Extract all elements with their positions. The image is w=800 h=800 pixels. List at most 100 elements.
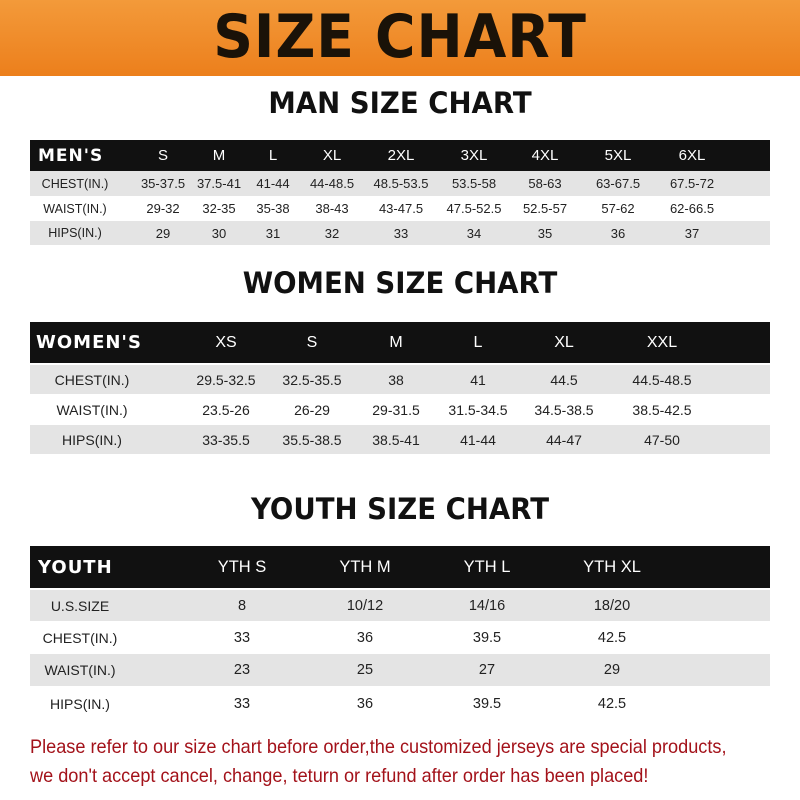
- table-cell: 63-67.5: [595, 176, 641, 191]
- table-row: CHEST(IN.) 35-37.5 37.5-41 41-44 44-48.5 48.5…: [30, 171, 770, 196]
- table-header-row: WOMEN'S XS S M L XL XXL: [30, 322, 770, 363]
- table-cell: 33: [233, 695, 251, 712]
- table-cell: 52.5-57: [522, 201, 568, 216]
- women-section-title: WOMEN SIZE CHART: [242, 266, 558, 300]
- table-row: HIPS(IN.) 33-35.5 35.5-38.5 38.5-41 41-44 44-…: [30, 425, 770, 454]
- table-cell: 39.5: [472, 695, 502, 712]
- table-cell: 44-48.5: [309, 176, 355, 191]
- table-cell: 35-37.5: [140, 176, 186, 191]
- table-row: HIPS(IN.) 33 36 39.5 42.5: [30, 688, 770, 719]
- size-header: 5XL: [604, 147, 632, 164]
- table-cell: 26-29: [294, 401, 330, 418]
- table-cell: 38.5-42.5: [632, 401, 692, 418]
- table-cell: 39.5: [472, 629, 502, 646]
- table-cell: 29.5-32.5: [196, 371, 256, 388]
- table-cell: 35-38: [256, 201, 290, 216]
- table-cell: 62-66.5: [669, 201, 715, 216]
- youth-section-title: YOUTH SIZE CHART: [250, 492, 550, 526]
- men-section-title: MAN SIZE CHART: [268, 86, 532, 120]
- size-header: XL: [322, 147, 342, 164]
- table-row: U.S.SIZE 8 10/12 14/16 18/20: [30, 590, 770, 621]
- table-cell: 53.5-58: [451, 176, 497, 191]
- youth-size-table: YOUTH YTH S YTH M YTH L YTH XL U.S.SIZE 8 10/12…: [30, 546, 770, 719]
- table-cell: 36: [610, 225, 626, 241]
- size-header: XS: [215, 333, 237, 351]
- table-cell: 35: [537, 225, 553, 241]
- table-cell: 42.5: [597, 695, 627, 712]
- table-row: WAIST(IN.) 23 25 27 29: [30, 654, 770, 686]
- table-header-row: YOUTH YTH S YTH M YTH L YTH XL: [30, 546, 770, 588]
- size-header: YTH L: [463, 557, 511, 576]
- order-notice-line-1: Please refer to our size chart before or…: [30, 736, 727, 758]
- size-header: 6XL: [678, 147, 706, 164]
- table-row: HIPS(IN.) 29 30 31 32 33 34 35 36 37: [30, 221, 770, 245]
- table-cell: 48.5-53.5: [373, 176, 429, 191]
- table-cell: 33: [393, 225, 409, 241]
- table-cell: 25: [356, 662, 374, 678]
- table-label: WOMEN'S: [36, 332, 142, 353]
- measurement-label: WAIST(IN.): [56, 401, 128, 418]
- table-cell: 23.5-26: [202, 401, 250, 418]
- size-header: 3XL: [460, 147, 488, 164]
- table-cell: 36: [356, 695, 374, 712]
- table-cell: 29-32: [146, 201, 180, 216]
- size-header: XXL: [646, 333, 678, 351]
- table-cell: 37: [684, 225, 700, 241]
- table-label: YOUTH: [38, 556, 113, 578]
- table-cell: 33: [233, 629, 251, 646]
- size-header: S: [157, 147, 169, 164]
- table-cell: 8: [237, 597, 247, 614]
- size-header: M: [212, 147, 226, 164]
- size-header: XL: [554, 333, 574, 351]
- table-cell: 67.5-72: [669, 176, 715, 191]
- table-cell: 34.5-38.5: [534, 401, 594, 418]
- table-cell: 29-31.5: [372, 401, 420, 418]
- table-cell: 38-43: [315, 201, 349, 216]
- table-cell: 41-44: [460, 431, 496, 448]
- table-cell: 14/16: [468, 597, 506, 614]
- table-cell: 44.5-48.5: [632, 371, 692, 388]
- order-notice-line-2: we don't accept cancel, change, teturn o…: [30, 765, 649, 787]
- men-size-table: MEN'S S M L XL 2XL 3XL 4XL 5XL 6XL CHEST(IN.) 35-37…: [30, 140, 770, 245]
- table-cell: 37.5-41: [196, 176, 242, 191]
- table-cell: 29: [155, 225, 171, 241]
- table-cell: 32.5-35.5: [282, 371, 342, 388]
- size-header: L: [268, 147, 278, 164]
- table-cell: 10/12: [346, 597, 384, 614]
- table-cell: 41-44: [256, 176, 290, 191]
- banner: SIZE CHART: [0, 0, 800, 76]
- size-header: L: [473, 333, 483, 351]
- table-cell: 31.5-34.5: [448, 401, 508, 418]
- size-header: 2XL: [387, 147, 415, 164]
- table-cell: 38: [388, 371, 404, 388]
- table-cell: 38.5-41: [372, 431, 420, 448]
- women-size-table: WOMEN'S XS S M L XL XXL CHEST(IN.) 29.5-32.5 32.5…: [30, 322, 770, 454]
- measurement-label: U.S.SIZE: [50, 597, 110, 614]
- size-header: YTH XL: [583, 557, 641, 576]
- table-cell: 41: [470, 371, 486, 388]
- order-notice: Please refer to our size chart before or…: [30, 733, 737, 791]
- table-row: CHEST(IN.) 29.5-32.5 32.5-35.5 38 41 44.5 44.5…: [30, 365, 770, 394]
- table-label: MEN'S: [38, 145, 104, 166]
- table-cell: 47.5-52.5: [446, 201, 502, 216]
- measurement-label: CHEST(IN.): [41, 176, 109, 191]
- table-cell: 31: [265, 225, 281, 241]
- table-cell: 33-35.5: [202, 431, 250, 448]
- measurement-label: CHEST(IN.): [42, 629, 118, 646]
- table-cell: 29: [603, 662, 621, 678]
- page-title: SIZE CHART: [213, 2, 587, 72]
- table-row: WAIST(IN.) 29-32 32-35 35-38 38-43 43-47.5 47.…: [30, 196, 770, 221]
- measurement-label: HIPS(IN.): [48, 226, 102, 240]
- size-header: S: [306, 333, 318, 351]
- table-row: CHEST(IN.) 33 36 39.5 42.5: [30, 622, 770, 653]
- table-cell: 34: [466, 225, 482, 241]
- size-header: M: [389, 333, 403, 351]
- table-cell: 47-50: [644, 431, 680, 448]
- table-cell: 42.5: [597, 629, 627, 646]
- table-row: WAIST(IN.) 23.5-26 26-29 29-31.5 31.5-34.5 34…: [30, 395, 770, 424]
- table-cell: 23: [233, 662, 251, 678]
- table-cell: 58-63: [528, 176, 562, 191]
- table-cell: 44.5: [550, 371, 578, 388]
- size-header: YTH M: [339, 557, 391, 576]
- table-cell: 32-35: [202, 201, 236, 216]
